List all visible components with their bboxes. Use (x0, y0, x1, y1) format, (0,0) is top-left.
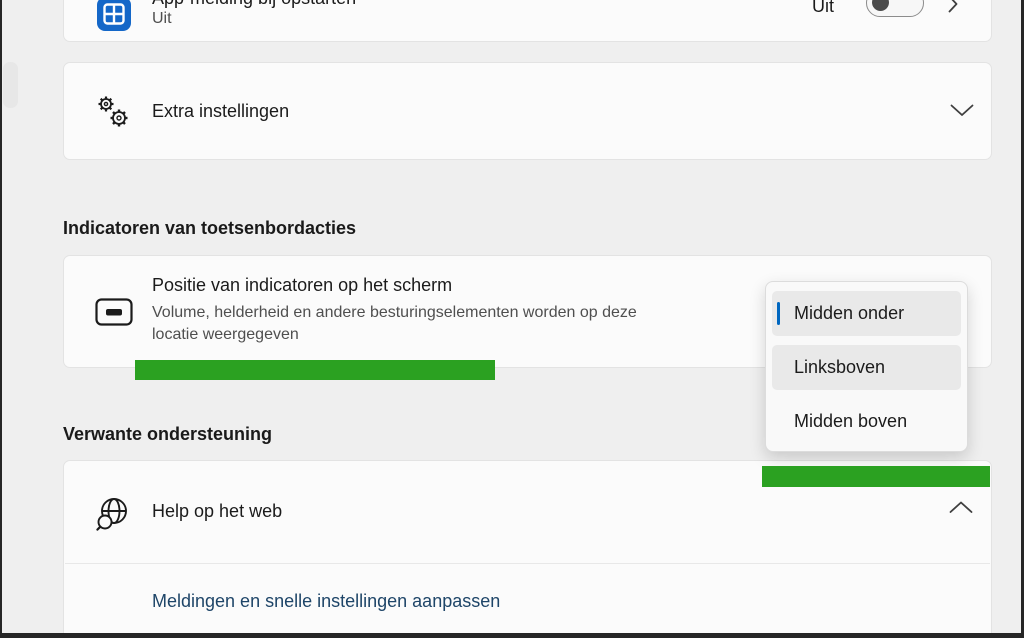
green-highlight-bar (762, 466, 990, 487)
extra-settings-label: Extra instellingen (152, 101, 290, 121)
selected-indicator-pill (777, 302, 780, 325)
toggle-state-label: Uit (812, 0, 834, 16)
startup-row-title: App-melding bij opstarten (152, 0, 356, 9)
dropdown-item-midden-boven[interactable]: Midden boven (772, 399, 961, 444)
help-on-web-row[interactable]: Help op het web Meldingen en snelle inst… (63, 460, 992, 638)
dropdown-item-label: Linksboven (794, 357, 886, 377)
left-panel-fragment (3, 62, 18, 108)
position-row-description: Volume, helderheid en andere besturingse… (152, 304, 637, 343)
position-dropdown-menu: Midden onder Linksboven Midden boven (765, 281, 968, 452)
window-border-bottom (0, 633, 1024, 638)
notifications-settings-link[interactable]: Meldingen en snelle instellingen aanpass… (152, 591, 501, 611)
startup-row-value: Uit (152, 10, 172, 27)
section-header-related-support: Verwante ondersteuning (63, 424, 273, 444)
position-row-title: Positie van indicatoren op het scherm (152, 275, 453, 295)
startup-notification-row[interactable]: App-melding bij opstarten Uit Uit (63, 0, 992, 42)
card-divider (65, 563, 990, 564)
indicator-position-row[interactable]: Positie van indicatoren op het scherm Vo… (63, 255, 992, 368)
help-row-label: Help op het web (152, 501, 283, 521)
osd-position-icon (95, 298, 133, 326)
dropdown-item-midden-onder[interactable]: Midden onder (772, 291, 961, 336)
gears-icon (98, 96, 128, 127)
chevron-up-icon[interactable] (949, 501, 973, 514)
startup-toggle[interactable] (866, 0, 924, 17)
app-startup-icon (97, 0, 131, 31)
dropdown-item-label: Midden boven (794, 411, 908, 431)
extra-settings-row[interactable]: Extra instellingen (63, 62, 992, 160)
window-border-right (1021, 0, 1024, 638)
dropdown-item-linksboven[interactable]: Linksboven (772, 345, 961, 390)
section-header-keyboard-indicators: Indicatoren van toetsenbordacties (63, 218, 357, 238)
green-highlight-bar (135, 360, 495, 380)
chevron-down-icon[interactable] (950, 104, 974, 117)
toggle-knob (872, 0, 889, 11)
window-border-left (0, 0, 2, 638)
globe-search-icon (96, 498, 127, 531)
dropdown-item-label: Midden onder (794, 303, 905, 323)
chevron-right-icon[interactable] (948, 0, 958, 13)
